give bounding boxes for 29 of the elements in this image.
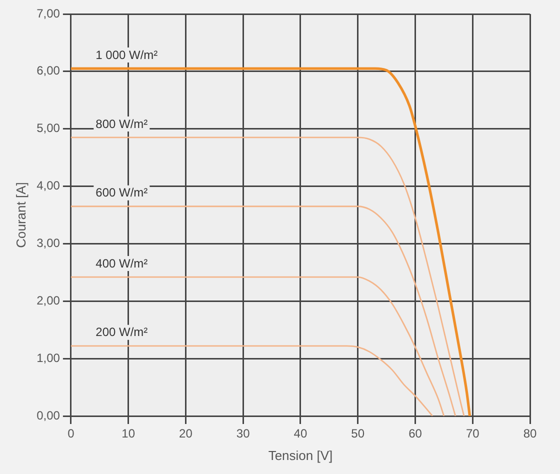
y-axis-title: Courant [A] bbox=[13, 182, 28, 248]
series-label: 1 000 W/m² bbox=[96, 48, 158, 62]
x-axis-title: Tension [V] bbox=[268, 448, 333, 463]
y-tick-label: 2,00 bbox=[36, 293, 60, 308]
line-series bbox=[70, 345, 434, 416]
y-tick-label: 5,00 bbox=[36, 121, 60, 136]
x-tick-label: 40 bbox=[294, 426, 308, 441]
y-tick-label: 4,00 bbox=[36, 178, 60, 193]
y-tick-label: 6,00 bbox=[36, 64, 60, 78]
x-tick-label: 70 bbox=[466, 426, 480, 441]
series-label: 200 W/m² bbox=[96, 325, 148, 340]
y-tick-label: 3,00 bbox=[36, 236, 60, 250]
x-tick-label: 30 bbox=[236, 426, 250, 441]
x-tick-label: 20 bbox=[179, 426, 193, 441]
series-label: 800 W/m² bbox=[96, 116, 148, 131]
series-label: 600 W/m² bbox=[96, 186, 148, 200]
y-tick-label: 0,00 bbox=[36, 408, 60, 422]
x-tick-label: 80 bbox=[523, 426, 537, 441]
line-series bbox=[70, 276, 445, 416]
x-tick-label: 60 bbox=[408, 426, 422, 441]
x-tick-label: 0 bbox=[68, 426, 75, 441]
y-tick-label: 7,00 bbox=[36, 6, 60, 20]
line-series bbox=[70, 67, 472, 416]
line-series bbox=[70, 136, 465, 416]
line-series bbox=[70, 206, 456, 416]
series-label: 400 W/m² bbox=[96, 256, 148, 270]
x-tick-label: 10 bbox=[122, 426, 136, 441]
x-tick-label: 50 bbox=[351, 426, 365, 441]
y-tick-label: 1,00 bbox=[36, 350, 60, 365]
